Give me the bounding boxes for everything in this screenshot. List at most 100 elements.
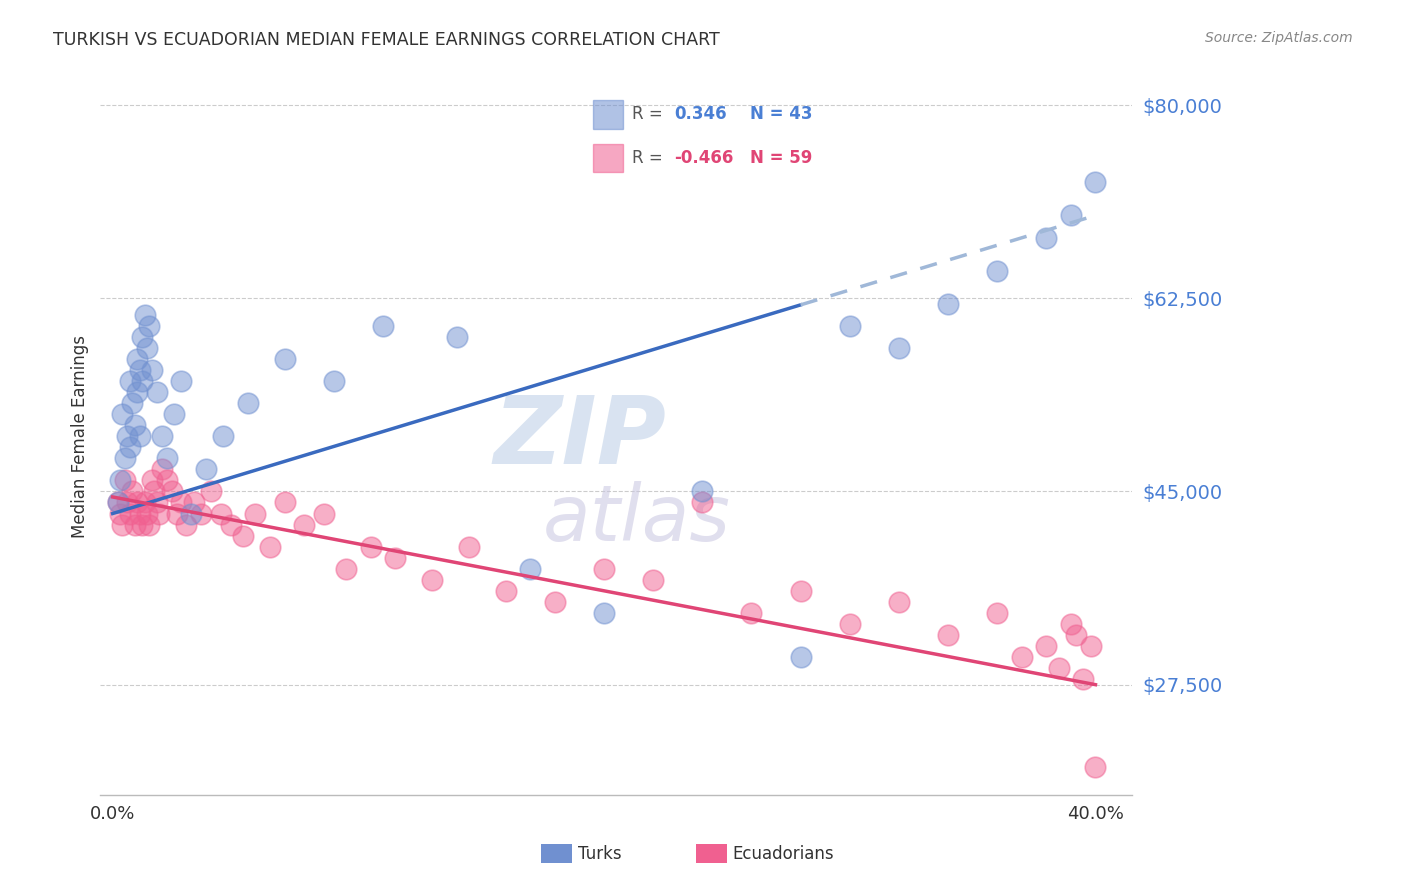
Point <box>108 474 131 488</box>
Point <box>219 517 242 532</box>
Point <box>209 507 232 521</box>
Point <box>420 573 443 587</box>
Text: 0.346: 0.346 <box>675 105 727 123</box>
Point <box>259 540 281 554</box>
Point <box>273 351 295 366</box>
Point <box>134 495 156 509</box>
Point <box>838 616 860 631</box>
Point <box>118 374 141 388</box>
Point <box>118 507 141 521</box>
Point <box>124 418 146 433</box>
Text: R =: R = <box>631 105 662 123</box>
Point <box>1060 616 1083 631</box>
Point <box>170 374 193 388</box>
FancyBboxPatch shape <box>592 144 623 171</box>
Point <box>1060 209 1083 223</box>
Text: R =: R = <box>631 149 662 167</box>
Point <box>131 517 153 532</box>
Point <box>887 595 910 609</box>
Point <box>1035 230 1057 244</box>
Point <box>156 474 179 488</box>
Point <box>138 318 160 333</box>
Point <box>593 562 616 576</box>
Point <box>136 507 159 521</box>
Point <box>1080 639 1102 653</box>
Point <box>212 429 235 443</box>
Point <box>887 341 910 355</box>
Point <box>143 484 166 499</box>
Point <box>114 474 136 488</box>
Point <box>1071 672 1094 686</box>
Point <box>138 517 160 532</box>
Point <box>131 374 153 388</box>
Text: ZIP: ZIP <box>494 392 666 483</box>
Point <box>111 517 134 532</box>
Point <box>322 374 344 388</box>
Point <box>458 540 481 554</box>
Point <box>838 318 860 333</box>
Point <box>789 583 811 598</box>
Point <box>127 495 149 509</box>
Point <box>1047 661 1070 675</box>
Point <box>446 330 468 344</box>
Text: atlas: atlas <box>543 481 731 558</box>
Point <box>371 318 394 333</box>
Point <box>243 507 266 521</box>
Point <box>148 507 170 521</box>
Point <box>134 308 156 322</box>
Point <box>195 462 218 476</box>
Point <box>986 263 1008 277</box>
Point <box>111 407 134 421</box>
Point <box>166 507 188 521</box>
Point <box>544 595 567 609</box>
Point <box>180 507 202 521</box>
Point <box>936 628 959 642</box>
Point <box>150 462 173 476</box>
Point <box>163 407 186 421</box>
Point <box>136 341 159 355</box>
Point <box>789 650 811 665</box>
Point <box>128 429 150 443</box>
Point <box>146 495 169 509</box>
Point <box>190 507 212 521</box>
Text: N = 43: N = 43 <box>749 105 813 123</box>
Point <box>170 495 193 509</box>
Point <box>593 606 616 620</box>
Point <box>740 606 762 620</box>
Text: TURKISH VS ECUADORIAN MEDIAN FEMALE EARNINGS CORRELATION CHART: TURKISH VS ECUADORIAN MEDIAN FEMALE EARN… <box>53 31 720 49</box>
Point <box>176 517 198 532</box>
Point <box>519 562 541 576</box>
Point <box>236 396 259 410</box>
Point <box>643 573 665 587</box>
Point <box>273 495 295 509</box>
Point <box>1035 639 1057 653</box>
Point <box>232 528 254 542</box>
Point <box>1011 650 1033 665</box>
Point <box>146 385 169 400</box>
Point <box>200 484 222 499</box>
Point <box>384 550 406 565</box>
Point <box>131 330 153 344</box>
Point <box>495 583 517 598</box>
Point <box>986 606 1008 620</box>
Point <box>117 429 139 443</box>
Point <box>121 484 143 499</box>
Point <box>127 351 149 366</box>
Y-axis label: Median Female Earnings: Median Female Earnings <box>72 334 89 538</box>
Point <box>312 507 335 521</box>
Point <box>1084 175 1107 189</box>
Point <box>692 495 714 509</box>
Point <box>292 517 315 532</box>
Text: -0.466: -0.466 <box>675 149 734 167</box>
Point <box>141 363 163 377</box>
Point <box>335 562 357 576</box>
Point <box>124 517 146 532</box>
Point <box>1064 628 1087 642</box>
Point <box>150 429 173 443</box>
Point <box>118 440 141 454</box>
Text: N = 59: N = 59 <box>749 149 813 167</box>
Point <box>360 540 382 554</box>
Point <box>117 495 139 509</box>
FancyBboxPatch shape <box>592 101 623 128</box>
Point <box>127 385 149 400</box>
